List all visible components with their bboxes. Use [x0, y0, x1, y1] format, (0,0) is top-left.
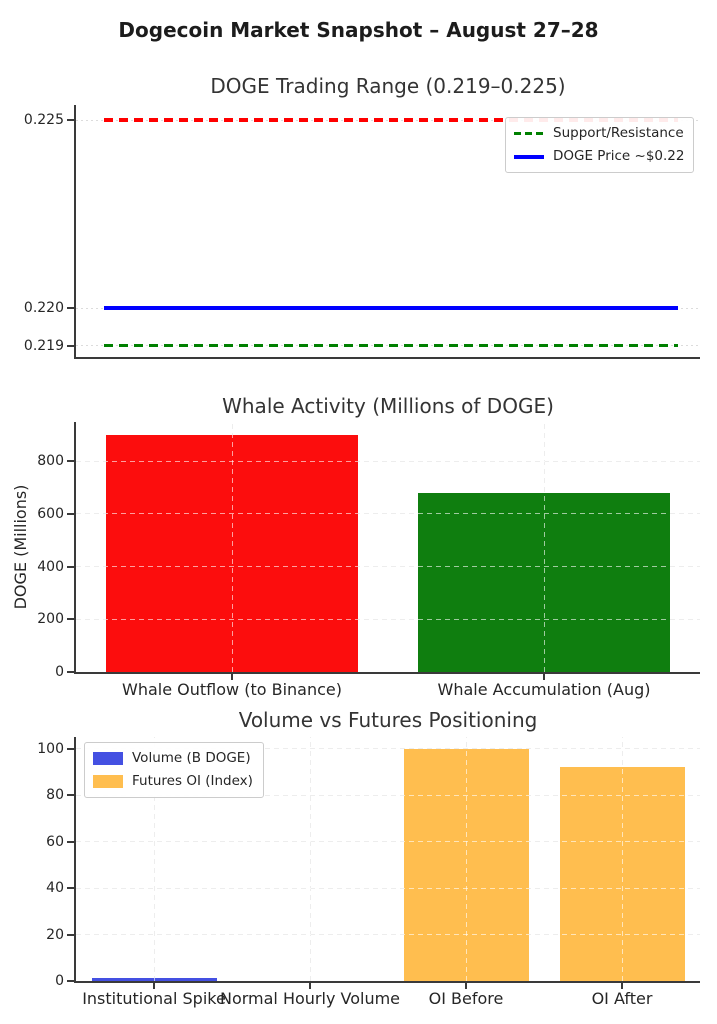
trading-range-chart-title: DOGE Trading Range (0.219–0.225) — [210, 74, 566, 98]
y-tick-label: 80 — [46, 787, 64, 804]
y-tick-label: 400 — [37, 558, 64, 575]
price-line-resistance-line — [104, 118, 678, 122]
y-tick-mark — [67, 460, 74, 463]
y-tick-mark — [67, 933, 74, 936]
legend-item-volume: Volume (B DOGE) — [93, 749, 255, 768]
solid-line-sample-icon — [514, 154, 544, 159]
gridline-horizontal-overlay — [76, 618, 700, 620]
y-tick-label: 0 — [55, 973, 64, 989]
y-axis-spine — [74, 422, 76, 674]
gridline-vertical-overlay — [465, 737, 467, 981]
x-tick-label: Normal Hourly Volume — [219, 989, 401, 1008]
x-tick-mark — [231, 674, 233, 680]
x-tick-label: OI Before — [428, 989, 504, 1008]
legend-label: Support/Resistance — [553, 125, 684, 141]
legend-item-doge-price: DOGE Price ~$0.22 — [514, 147, 685, 166]
y-tick-mark — [67, 307, 74, 310]
x-tick-mark — [621, 983, 623, 989]
y-tick-mark — [67, 618, 74, 621]
dashed-line-sample-icon — [514, 132, 544, 135]
x-tick-mark — [153, 983, 155, 989]
price-line-doge-price-0-22 — [104, 306, 678, 311]
gridline-horizontal-overlay — [76, 748, 700, 750]
y-tick-label: 20 — [46, 926, 64, 943]
gridline-vertical-overlay — [309, 737, 311, 981]
y-tick-label: 0.219 — [23, 337, 64, 354]
y-tick-mark — [67, 671, 74, 673]
y-tick-mark — [67, 794, 74, 797]
gridline-vertical-overlay — [153, 737, 155, 981]
y-tick-label: 600 — [37, 505, 64, 522]
y-tick-label: 0.220 — [23, 300, 64, 317]
gridline-horizontal-overlay — [76, 794, 700, 796]
y-tick-mark — [67, 565, 74, 568]
x-axis-spine — [74, 981, 700, 983]
y-tick-mark — [67, 840, 74, 843]
y-tick-label: 800 — [37, 453, 64, 470]
gridline-horizontal-overlay — [76, 934, 700, 936]
y-tick-mark — [67, 747, 74, 750]
gridline-vertical-overlay — [231, 422, 233, 672]
trading-range-plot-area: 0.225 0.220 0.219 — [24, 105, 700, 359]
trading-range-legend: Support/Resistance DOGE Price ~$0.22 — [505, 117, 694, 173]
gridline-vertical-overlay — [543, 422, 545, 672]
whale-activity-chart-title: Whale Activity (Millions of DOGE) — [222, 394, 554, 418]
y-tick-label: 100 — [37, 740, 64, 757]
legend-item-support-resistance: Support/Resistance — [514, 124, 685, 143]
y-tick-label: 40 — [46, 880, 64, 897]
y-tick-mark — [67, 119, 74, 122]
gridline-horizontal-overlay — [76, 566, 700, 567]
x-axis-spine — [74, 672, 700, 674]
x-tick-mark — [309, 983, 311, 989]
y-tick-mark — [67, 980, 74, 982]
y-axis-spine — [74, 105, 76, 359]
x-tick-mark — [465, 983, 467, 989]
legend-label: Futures OI (Index) — [132, 773, 253, 789]
x-tick-mark — [543, 674, 545, 680]
y-tick-label: 0.225 — [23, 112, 64, 129]
orange-patch-sample-icon — [93, 775, 123, 788]
volume-futures-chart-title: Volume vs Futures Positioning — [238, 708, 538, 732]
gridline-horizontal-overlay — [76, 460, 700, 462]
y-tick-label: 60 — [46, 833, 64, 850]
volume-futures-legend: Volume (B DOGE) Futures OI (Index) — [84, 742, 264, 798]
x-tick-label: Whale Outflow (to Binance) — [122, 680, 342, 699]
whale-activity-plot-area: 0 200 400 600 800 Whale Outflow (to Binance) W… — [37, 422, 700, 699]
y-axis-spine — [74, 737, 76, 983]
x-tick-label: OI After — [591, 989, 653, 1008]
gridline-vertical-overlay — [621, 737, 623, 981]
blue-patch-sample-icon — [93, 752, 123, 765]
y-tick-label: 200 — [37, 611, 64, 628]
y-tick-label: 0 — [55, 664, 64, 680]
legend-label: Volume (B DOGE) — [132, 750, 251, 766]
figure-title: Dogecoin Market Snapshot – August 27–28 — [118, 18, 599, 42]
volume-futures-plot-area: 0 20 40 60 80 100 Institutional Spike Normal Ho… — [37, 737, 700, 1008]
y-tick-mark — [67, 512, 74, 515]
gridline-horizontal-overlay — [76, 887, 700, 889]
x-axis-spine — [74, 357, 700, 359]
y-tick-mark — [67, 344, 74, 347]
x-tick-label: Institutional Spike — [82, 989, 226, 1008]
price-line-support-line — [104, 343, 678, 348]
y-tick-mark — [67, 887, 74, 890]
x-tick-label: Whale Accumulation (Aug) — [437, 680, 651, 699]
legend-label: DOGE Price ~$0.22 — [553, 148, 685, 164]
gridline-horizontal-overlay — [76, 841, 700, 843]
legend-item-futures-oi: Futures OI (Index) — [93, 772, 255, 791]
gridline-horizontal-overlay — [76, 513, 700, 515]
